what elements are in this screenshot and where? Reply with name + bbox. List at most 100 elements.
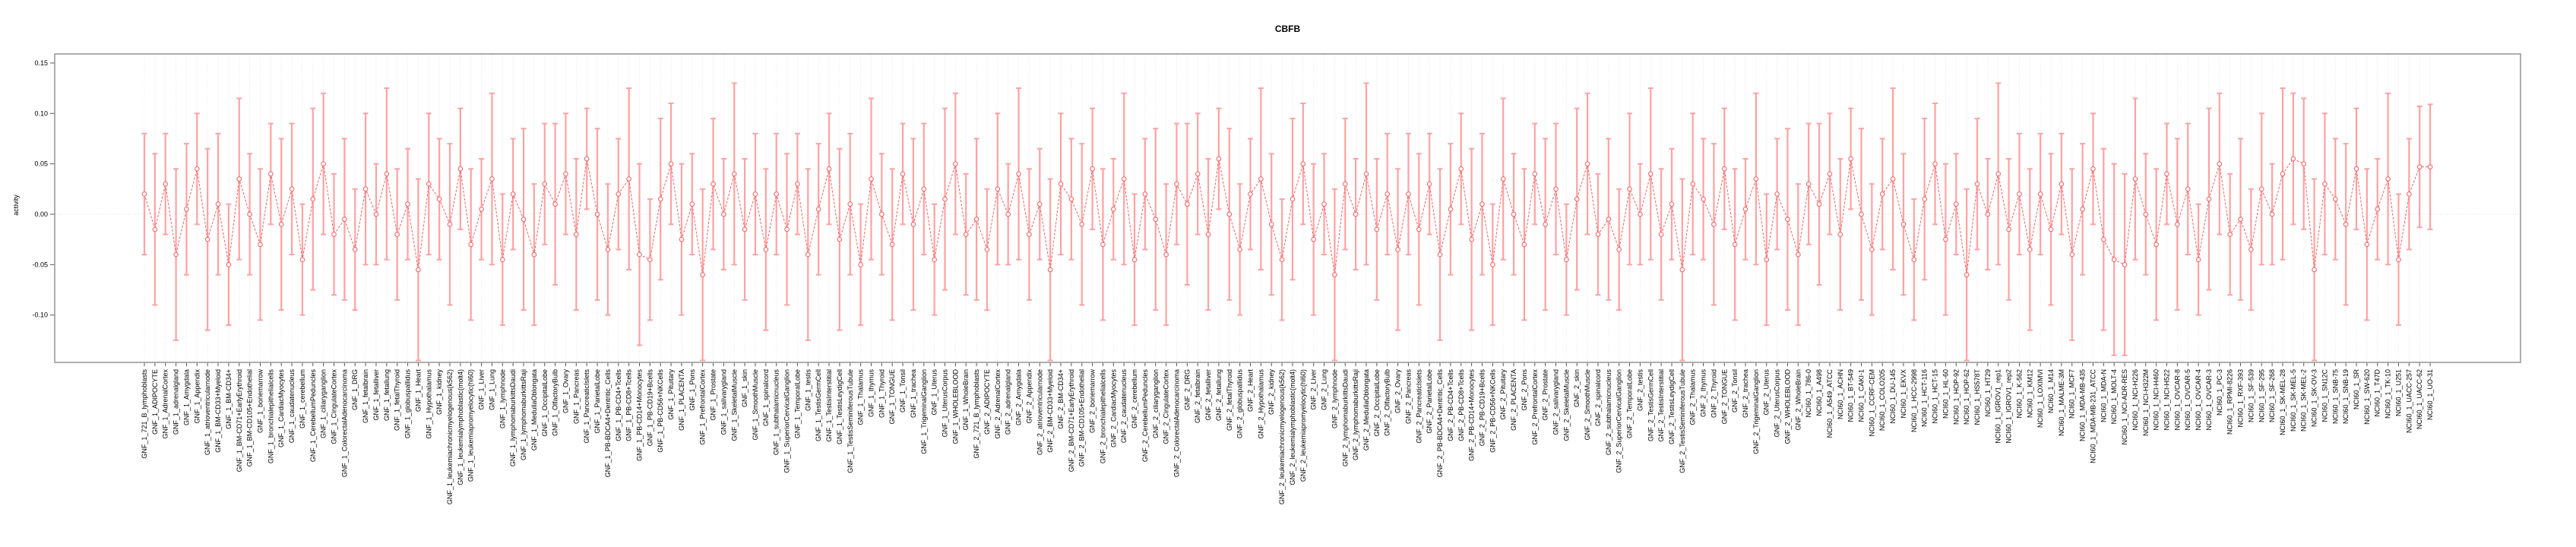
x-tick-label: NCI60_1_ACHN <box>1837 369 1844 419</box>
x-tick-label: GNF_1_PB-CD19+Bcells <box>646 369 653 447</box>
data-point <box>900 171 906 177</box>
y-tick-label: 0.15 <box>34 59 48 67</box>
series-line <box>144 158 2431 275</box>
data-point <box>1153 217 1159 222</box>
data-point <box>1395 247 1400 252</box>
data-point <box>2258 186 2264 192</box>
data-point <box>584 156 590 162</box>
data-point <box>616 191 622 197</box>
x-tick-label: GNF_1_MedullaOblongata <box>530 369 538 451</box>
x-tick-label: GNF_1_PB-CD56+NKCells <box>657 369 664 453</box>
data-point <box>289 186 295 192</box>
x-tick-label: GNF_2_BM-CD33+Myeloid <box>1046 369 1054 453</box>
x-tick-label: GNF_1_WHOLEBLOOD <box>951 369 959 444</box>
data-point <box>1131 257 1138 263</box>
data-point <box>204 236 210 242</box>
x-tick-label: GNF_2_WholeBrain <box>1794 369 1802 431</box>
data-point <box>436 196 442 202</box>
x-tick-label: NCI60_1_DU-145 <box>1889 369 1897 424</box>
x-tick-label: GNF_1_lymphnode <box>498 369 506 428</box>
data-point <box>2122 262 2128 267</box>
x-tick-label: GNF_2_testis <box>1636 369 1644 412</box>
x-tick-label: NCI60_1_T47D <box>2374 369 2381 417</box>
x-tick-label: NCI60_1_NCI-ADR-RES <box>2121 369 2128 445</box>
data-point <box>457 166 464 172</box>
data-point <box>2006 226 2011 232</box>
data-point <box>1932 161 1938 166</box>
x-tick-label: GNF_2_Thyroid <box>1710 369 1717 418</box>
x-tick-label: GNF_2_CardiacMyocytes <box>1109 369 1117 448</box>
x-tick-label: GNF_2_TestisSeminiferousTubule <box>1679 369 1686 473</box>
data-point <box>2164 171 2169 177</box>
data-point <box>1500 176 1506 182</box>
x-tick-label: GNF_1_atrioventricularnode <box>204 369 211 455</box>
x-tick-label: GNF_2_BM-CD105+Endothelial <box>1078 369 1086 466</box>
x-tick-label: GNF_2_PB-CD14+Monocytes <box>1468 369 1476 461</box>
x-tick-label: NCI60_1_COLO205 <box>1878 369 1886 431</box>
x-tick-label: GNF_2_fetalbrain <box>1194 369 1201 423</box>
data-point <box>1911 257 1917 263</box>
data-point <box>815 207 821 212</box>
data-point <box>1047 267 1053 273</box>
data-point <box>2269 211 2275 217</box>
data-point <box>963 232 969 237</box>
x-tick-label: GNF_2_UterusCorpus <box>1774 369 1781 438</box>
data-point <box>1742 207 1748 212</box>
x-tick-label: GNF_1_SuperiorCervicalGanglion <box>783 369 791 473</box>
x-tick-label: GNF_1_leukemialymphoblastic(molt4) <box>457 369 464 485</box>
data-point <box>710 181 716 187</box>
x-tick-label: GNF_1_CingulateCortex <box>331 369 338 444</box>
data-point <box>1543 221 1548 227</box>
x-tick-label: GNF_2_TestisGermCell <box>1647 369 1654 441</box>
data-point <box>1869 247 1875 252</box>
data-point <box>468 242 474 248</box>
data-point <box>910 221 916 227</box>
data-point <box>2312 267 2317 273</box>
x-tick-label: GNF_1_fetalThyroid <box>394 369 401 431</box>
data-point <box>1995 171 2002 177</box>
data-point <box>1796 251 1801 258</box>
data-point <box>2238 217 2243 222</box>
x-tick-label: NCI60_1_SW-620 <box>2363 369 2371 425</box>
data-point <box>1616 247 1622 252</box>
data-point <box>1174 181 1179 187</box>
data-point <box>1900 221 1907 227</box>
x-tick-label: GNF_2_fetalThyroid <box>1226 369 1233 431</box>
data-point <box>2059 181 2065 187</box>
x-tick-label: GNF_1_PB-CD4+Tcells <box>615 369 622 441</box>
data-point <box>2048 226 2054 232</box>
x-tick-label: GNF_1_UterusCorpus <box>941 369 949 438</box>
x-tick-label: GNF_2_adrenalgland <box>1005 369 1012 435</box>
x-tick-label: GNF_2_SmoothMuscle <box>1584 369 1591 441</box>
x-tick-label: NCI60_1_SNB-19 <box>2342 369 2350 424</box>
x-tick-label: GNF_2_Tonsil <box>1731 369 1739 413</box>
x-tick-label: GNF_1_leukemiachronicmyelogenous(k562) <box>446 369 454 504</box>
data-point <box>869 176 874 182</box>
data-point <box>1890 176 1896 182</box>
data-point <box>542 181 548 187</box>
x-tick-label: GNF_2_Hypothalamus <box>1257 369 1264 439</box>
data-point <box>1385 191 1391 197</box>
data-point <box>1521 242 1527 248</box>
x-tick-label: GNF_1_BM-CD71+EarlyErythroid <box>236 369 243 472</box>
x-tick-label: NCI60_1_SK-MEL-2 <box>2300 369 2308 432</box>
data-point <box>141 191 147 197</box>
x-tick-label: GNF_1_subthalamicnucleus <box>773 369 780 456</box>
data-point <box>1458 166 1464 172</box>
x-tick-label: GNF_1_fetallung <box>383 369 391 421</box>
data-point <box>1237 247 1242 252</box>
data-point <box>236 176 242 182</box>
x-tick-label: GNF_1_Thalamus <box>857 369 865 425</box>
x-tick-label: GNF_2_PB-CD56+NKCells <box>1489 369 1496 453</box>
x-tick-label: GNF_1_BM-CD34+ <box>225 369 233 429</box>
data-point <box>1764 257 1770 263</box>
data-point <box>1816 201 1822 207</box>
x-tick-label: GNF_1_TestisInterstitial <box>825 369 833 442</box>
data-point <box>1595 232 1601 237</box>
data-point <box>626 176 631 182</box>
x-tick-label: GNF_2_globuspallidus <box>1236 369 1244 439</box>
data-point <box>1121 176 1127 182</box>
data-point <box>1606 217 1612 222</box>
